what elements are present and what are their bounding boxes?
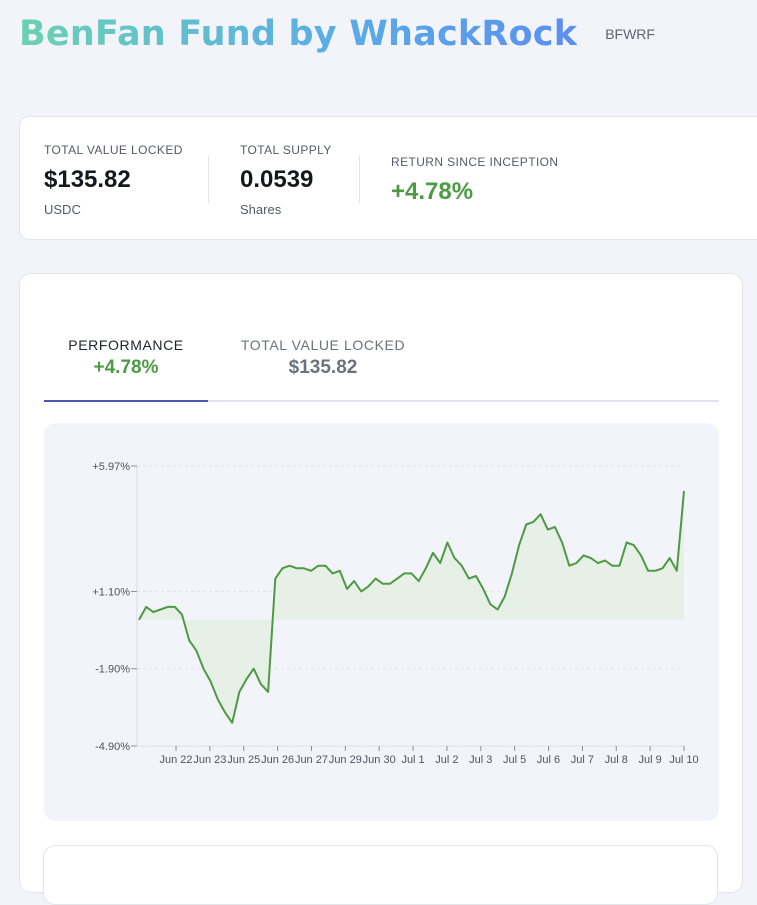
stat-return-value: +4.78% — [391, 178, 474, 205]
stat-tvl-label: TOTAL VALUE LOCKED — [44, 143, 183, 157]
x-tick-label: Jun 23 — [193, 754, 226, 766]
stat-divider — [359, 155, 360, 203]
stat-tvl-value: $135.82 — [44, 166, 131, 193]
x-tick-label: Jul 5 — [503, 754, 526, 766]
y-tick-label: -1.90% — [95, 664, 130, 676]
chart-tabs: PERFORMANCE +4.78% TOTAL VALUE LOCKED $1… — [44, 337, 719, 402]
y-tick-label: -4.90% — [95, 741, 130, 753]
x-tick-label: Jul 2 — [435, 754, 458, 766]
tab-performance[interactable]: PERFORMANCE +4.78% — [44, 337, 208, 379]
tab-tvl-value: $135.82 — [288, 357, 358, 378]
stat-total-supply: TOTAL SUPPLY 0.0539 Shares — [240, 143, 332, 217]
chart-svg: +5.97%+1.10%-1.90%-4.90%Jun 22 Jun 23 Jun … — [92, 461, 698, 766]
header: BenFan Fund by WhackRock BFWRF — [19, 14, 655, 54]
x-tick-label: Jul 8 — [605, 754, 628, 766]
performance-area — [139, 491, 684, 723]
fund-ticker: BFWRF — [605, 26, 655, 42]
tab-tvl-label: TOTAL VALUE LOCKED — [240, 337, 406, 353]
x-tick-label: Jul 1 — [401, 754, 424, 766]
fund-title: BenFan Fund by WhackRock — [19, 14, 578, 54]
x-tick-label: Jun 27 — [295, 754, 328, 766]
x-tick-label: Jul 9 — [639, 754, 662, 766]
x-tick-label: Jul 7 — [571, 754, 594, 766]
x-tick-label: Jun 30 — [363, 754, 396, 766]
stat-supply-value: 0.0539 — [240, 166, 314, 193]
x-tick-label: Jul 6 — [537, 754, 560, 766]
active-tab-indicator — [44, 400, 208, 402]
secondary-card — [43, 845, 718, 905]
stat-divider — [208, 155, 209, 203]
x-tick-label: Jul 3 — [469, 754, 492, 766]
stat-supply-label: TOTAL SUPPLY — [240, 143, 332, 157]
stat-tvl-unit: USDC — [44, 202, 81, 217]
stats-card: TOTAL VALUE LOCKED $135.82 USDC TOTAL SU… — [19, 116, 757, 240]
x-tick-label: Jun 22 — [159, 754, 192, 766]
x-tick-label: Jun 29 — [329, 754, 362, 766]
performance-chart[interactable]: +5.97% +1.10% -1.90% -4.90% Jun 22 Jun 23 Jun … — [44, 423, 719, 821]
stat-supply-unit: Shares — [240, 202, 282, 217]
stat-return-label: RETURN SINCE INCEPTION — [391, 155, 559, 169]
y-tick-label: +5.97% — [92, 461, 130, 473]
x-tick-label: Jun 26 — [261, 754, 294, 766]
tab-total-value-locked[interactable]: TOTAL VALUE LOCKED $135.82 — [234, 337, 412, 379]
x-tick-label: Jun 25 — [227, 754, 260, 766]
stat-total-value-locked: TOTAL VALUE LOCKED $135.82 USDC — [44, 143, 183, 217]
tab-performance-value: +4.78% — [93, 357, 159, 378]
chart-card: PERFORMANCE +4.78% TOTAL VALUE LOCKED $1… — [19, 273, 743, 893]
performance-line — [138, 490, 685, 724]
y-tick-label: +1.10% — [92, 586, 130, 598]
tab-performance-label: PERFORMANCE — [68, 337, 184, 353]
stat-return-since-inception: RETURN SINCE INCEPTION +4.78% — [391, 155, 558, 206]
x-tick-label: Jul 10 — [669, 754, 698, 766]
